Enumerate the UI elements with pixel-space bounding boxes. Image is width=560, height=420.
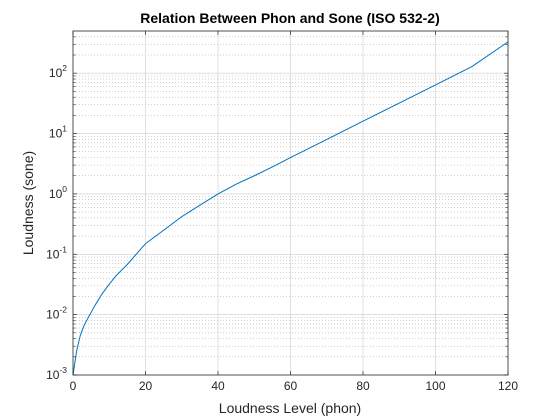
y-tick-label: 10-1 — [46, 244, 67, 261]
x-tick-label: 40 — [211, 379, 225, 393]
y-tick-labels: 10-3 10-2 10-1 100 101 102 — [46, 63, 67, 382]
series-layer — [72, 41, 509, 376]
x-tick-label: 0 — [70, 379, 77, 393]
y-tick-label: 100 — [49, 184, 67, 201]
x-tick-label: 20 — [139, 379, 153, 393]
y-axis-label: Loudness (sone) — [20, 151, 36, 255]
y-tick-label: 10-3 — [46, 365, 67, 382]
y-tick-label: 101 — [49, 124, 67, 141]
x-tick-label: 120 — [498, 379, 518, 393]
x-tick-label: 60 — [284, 379, 298, 393]
major-grid — [73, 31, 508, 375]
x-axis-label: Loudness Level (phon) — [219, 400, 361, 416]
x-tick-label: 80 — [356, 379, 370, 393]
chart-title: Relation Between Phon and Sone (ISO 532-… — [140, 10, 440, 26]
series-line — [72, 41, 509, 376]
y-tick-label: 102 — [49, 63, 67, 80]
x-tick-label: 100 — [425, 379, 445, 393]
y-tick-label: 10-2 — [46, 305, 67, 322]
x-tick-labels: 0 20 40 60 80 100 120 — [70, 379, 519, 393]
axis-ticks — [72, 31, 509, 376]
